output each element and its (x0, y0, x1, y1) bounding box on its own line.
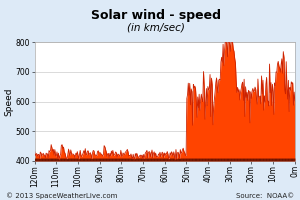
Text: Source:  NOAA©: Source: NOAA© (236, 193, 294, 199)
Text: (in km/sec): (in km/sec) (127, 23, 185, 33)
Text: © 2013 SpaceWeatherLive.com: © 2013 SpaceWeatherLive.com (6, 192, 117, 199)
Y-axis label: Speed: Speed (4, 87, 13, 116)
Text: Solar wind - speed: Solar wind - speed (91, 9, 221, 22)
